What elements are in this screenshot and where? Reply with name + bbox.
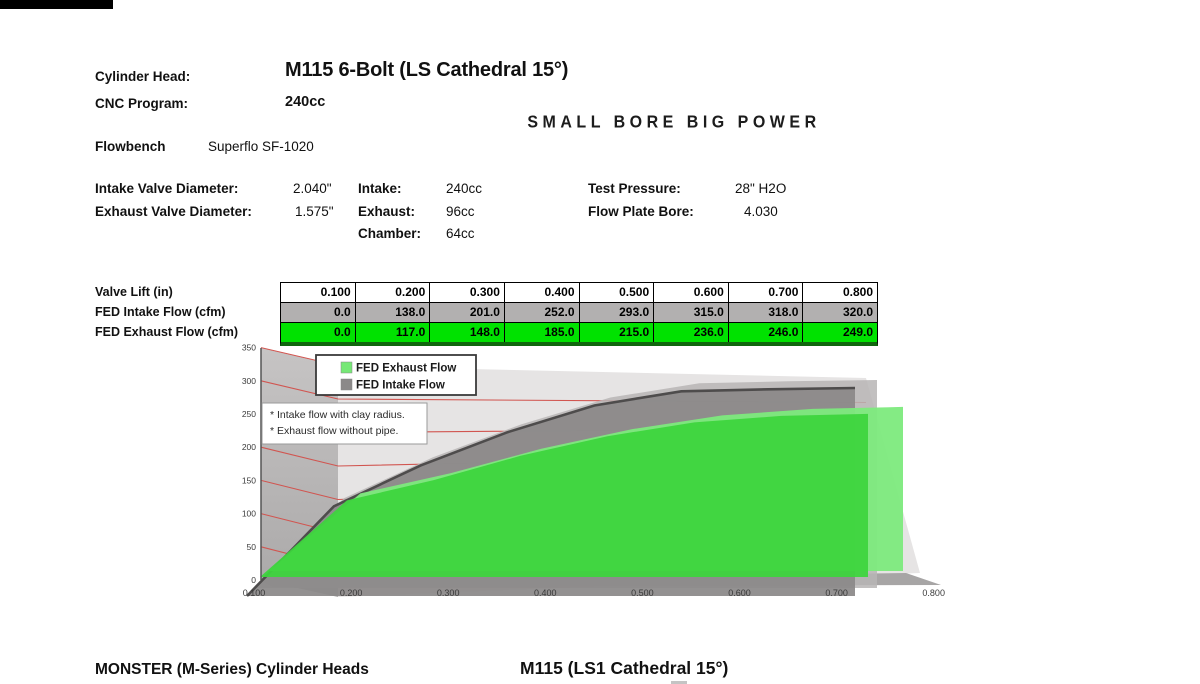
chamber-label: Chamber: (358, 226, 422, 241)
svg-text:150: 150 (242, 475, 256, 485)
table-row: 0.0 117.0 148.0 185.0 215.0 236.0 246.0 249.0 (281, 322, 877, 342)
table-cell: 201.0 (430, 303, 505, 322)
table-cell: 0.800 (803, 283, 877, 302)
table-row-label-exhaust-flow: FED Exhaust Flow (cfm) (95, 325, 239, 339)
flowbench-value: Superflo SF-1020 (208, 139, 314, 154)
table-cell: 148.0 (430, 323, 505, 342)
footer-series-title: MONSTER (M-Series) Cylinder Heads (95, 661, 369, 678)
table-cell: 0.100 (281, 283, 356, 302)
exhaust-volume-value: 96cc (446, 204, 475, 219)
table-row-label-intake-flow: FED Intake Flow (cfm) (95, 305, 226, 319)
table-cell: 0.0 (281, 303, 356, 322)
svg-text:0.400: 0.400 (534, 588, 557, 598)
test-pressure-label: Test Pressure: (588, 181, 681, 196)
svg-text:FED Exhaust Flow: FED Exhaust Flow (356, 363, 456, 375)
intake-valve-diameter-value: 2.040" (293, 181, 332, 196)
footer-model-title: M115 (LS1 Cathedral 15°) (520, 658, 729, 678)
table-cell: 117.0 (355, 323, 431, 342)
flow-plate-bore-value: 4.030 (744, 204, 778, 219)
flow-plate-bore-label: Flow Plate Bore: (588, 204, 694, 219)
table-cell: 236.0 (654, 323, 729, 342)
table-cell: 215.0 (579, 323, 655, 342)
table-cell: 249.0 (803, 323, 877, 342)
cylinder-head-label: Cylinder Head: (95, 69, 191, 84)
svg-text:FED Intake Flow: FED Intake Flow (356, 380, 445, 392)
exhaust-volume-label: Exhaust: (358, 204, 416, 219)
top-left-black-bar (0, 0, 113, 9)
brand-wordmark: SMALL BORE BIG POWER (527, 113, 821, 132)
table-cell: 0.400 (504, 283, 580, 302)
table-cell: 0.200 (355, 283, 431, 302)
svg-text:300: 300 (242, 376, 256, 386)
svg-text:50: 50 (247, 542, 257, 552)
svg-text:* Intake flow with clay radius: * Intake flow with clay radius. (270, 409, 405, 421)
svg-text:0: 0 (251, 575, 256, 585)
table-row: 0.0 138.0 201.0 252.0 293.0 315.0 318.0 320.0 (281, 302, 877, 322)
intake-volume-value: 240cc (446, 181, 483, 196)
svg-text:0.700: 0.700 (825, 588, 848, 598)
flow-data-table: 0.100 0.200 0.300 0.400 0.500 0.600 0.700 0.800… (280, 282, 878, 346)
table-cell: 252.0 (504, 303, 580, 322)
intake-valve-diameter-label: Intake Valve Diameter: (95, 181, 239, 196)
page-title: M115 6-Bolt (LS Cathedral 15°) (285, 59, 569, 81)
cnc-program-label: CNC Program: (95, 96, 189, 111)
table-row: 0.100 0.200 0.300 0.400 0.500 0.600 0.700 0.800 (281, 283, 877, 302)
footer-smudge-mark (671, 681, 687, 684)
svg-text:0.500: 0.500 (631, 588, 654, 598)
flowbench-label: Flowbench (95, 139, 166, 154)
table-cell: 0.0 (281, 323, 356, 342)
table-row-label-valve-lift: Valve Lift (in) (95, 285, 173, 299)
table-cell: 320.0 (803, 303, 877, 322)
table-cell: 185.0 (504, 323, 580, 342)
table-cell: 0.500 (579, 283, 655, 302)
table-cell: 0.700 (728, 283, 804, 302)
table-cell: 246.0 (728, 323, 804, 342)
test-pressure-value: 28" H2O (735, 181, 787, 196)
svg-text:350: 350 (242, 343, 256, 353)
table-cell: 0.300 (430, 283, 505, 302)
table-cell: 0.600 (654, 283, 729, 302)
svg-text:0.800: 0.800 (922, 588, 945, 598)
svg-text:0.200: 0.200 (340, 588, 363, 598)
table-cell: 318.0 (728, 303, 804, 322)
svg-text:250: 250 (242, 409, 256, 419)
intake-volume-label: Intake: (358, 181, 402, 196)
table-cell: 138.0 (355, 303, 431, 322)
svg-text:200: 200 (242, 442, 256, 452)
svg-text:* Exhaust flow without pipe.: * Exhaust flow without pipe. (270, 425, 398, 437)
svg-text:0.100: 0.100 (243, 588, 266, 598)
exhaust-valve-diameter-label: Exhaust Valve Diameter: (95, 204, 252, 219)
table-cell: 293.0 (579, 303, 655, 322)
table-cell: 315.0 (654, 303, 729, 322)
svg-text:100: 100 (242, 509, 256, 519)
exhaust-valve-diameter-value: 1.575" (295, 204, 334, 219)
svg-text:0.600: 0.600 (728, 588, 751, 598)
cnc-program-value: 240cc (285, 94, 326, 110)
chamber-value: 64cc (446, 226, 475, 241)
svg-text:0.300: 0.300 (437, 588, 460, 598)
